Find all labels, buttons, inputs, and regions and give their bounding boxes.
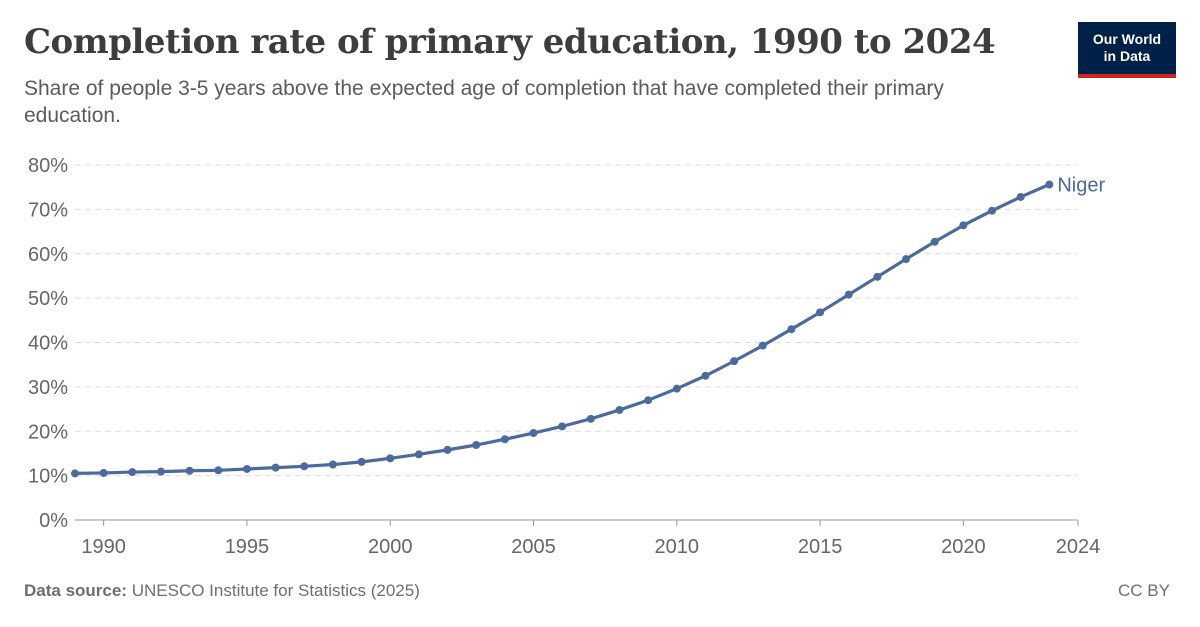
data-point bbox=[930, 237, 939, 246]
y-tick-label: 70% bbox=[28, 199, 68, 221]
data-point bbox=[357, 457, 366, 466]
x-axis: 1990 1995 2000 2005 2010 2015 2020 2024 bbox=[75, 519, 1101, 558]
x-tick-label: 2010 bbox=[655, 536, 700, 558]
data-source-text[interactable]: UNESCO Institute for Statistics (2025) bbox=[126, 581, 420, 600]
data-point bbox=[558, 422, 567, 431]
data-point bbox=[529, 429, 538, 438]
y-tick-label: 50% bbox=[28, 288, 68, 310]
data-point bbox=[71, 469, 79, 478]
data-point bbox=[472, 441, 481, 450]
y-tick-label: 10% bbox=[28, 466, 68, 488]
y-tick-label: 20% bbox=[28, 421, 68, 443]
data-point bbox=[902, 255, 911, 264]
data-point bbox=[500, 435, 509, 444]
data-point bbox=[185, 466, 194, 475]
chart-title: Completion rate of primary education, 19… bbox=[24, 22, 996, 62]
x-tick-label: 2020 bbox=[941, 536, 986, 558]
data-source: Data source: UNESCO Institute for Statis… bbox=[24, 581, 420, 601]
x-tick-label: 1995 bbox=[225, 536, 270, 558]
grid-lines bbox=[75, 164, 1078, 521]
data-point bbox=[844, 290, 853, 299]
owid-logo[interactable]: Our World in Data bbox=[1078, 22, 1176, 78]
data-point bbox=[959, 221, 968, 230]
data-point bbox=[816, 308, 825, 317]
data-point bbox=[988, 206, 997, 215]
x-tick-label: 1990 bbox=[81, 536, 126, 558]
license-link[interactable]: CC BY bbox=[1118, 581, 1170, 600]
data-point bbox=[730, 357, 739, 366]
y-tick-label: 30% bbox=[28, 377, 68, 399]
data-point bbox=[386, 454, 395, 463]
data-point bbox=[242, 464, 251, 473]
data-point bbox=[586, 414, 595, 423]
data-point bbox=[644, 396, 653, 405]
data-point bbox=[672, 384, 681, 393]
y-tick-label: 0% bbox=[39, 510, 68, 532]
data-point bbox=[128, 468, 137, 477]
data-point bbox=[214, 466, 223, 475]
data-point bbox=[1016, 192, 1025, 201]
x-tick-label: 2015 bbox=[798, 536, 843, 558]
logo-line-2: in Data bbox=[1103, 48, 1151, 64]
data-point bbox=[443, 445, 452, 454]
data-point bbox=[701, 371, 710, 380]
data-point bbox=[873, 272, 882, 281]
data-source-label: Data source: bbox=[24, 581, 127, 600]
data-point bbox=[328, 460, 337, 469]
x-tick-label: 2000 bbox=[368, 536, 413, 558]
chart-subtitle: Share of people 3-5 years above the expe… bbox=[24, 77, 944, 127]
data-point bbox=[615, 405, 624, 414]
data-point bbox=[787, 325, 796, 334]
data-point bbox=[1045, 180, 1054, 189]
logo-line-1: Our World bbox=[1092, 31, 1162, 47]
data-point bbox=[414, 450, 423, 459]
y-tick-label: 60% bbox=[28, 244, 68, 266]
series-layer: Niger bbox=[71, 175, 1105, 478]
y-axis-ticks: 0% 10% 20% 30% 40% 50% 60% 70% 80% bbox=[28, 155, 68, 532]
data-point bbox=[300, 462, 309, 471]
y-tick-label: 40% bbox=[28, 333, 68, 355]
x-tick-label: 2005 bbox=[511, 536, 556, 558]
y-tick-label: 80% bbox=[28, 155, 68, 177]
data-point bbox=[99, 468, 108, 477]
data-point bbox=[758, 341, 767, 350]
x-tick-label: 2024 bbox=[1056, 536, 1101, 558]
series-label: Niger bbox=[1057, 175, 1105, 197]
data-point bbox=[156, 467, 165, 476]
data-point bbox=[271, 463, 280, 472]
